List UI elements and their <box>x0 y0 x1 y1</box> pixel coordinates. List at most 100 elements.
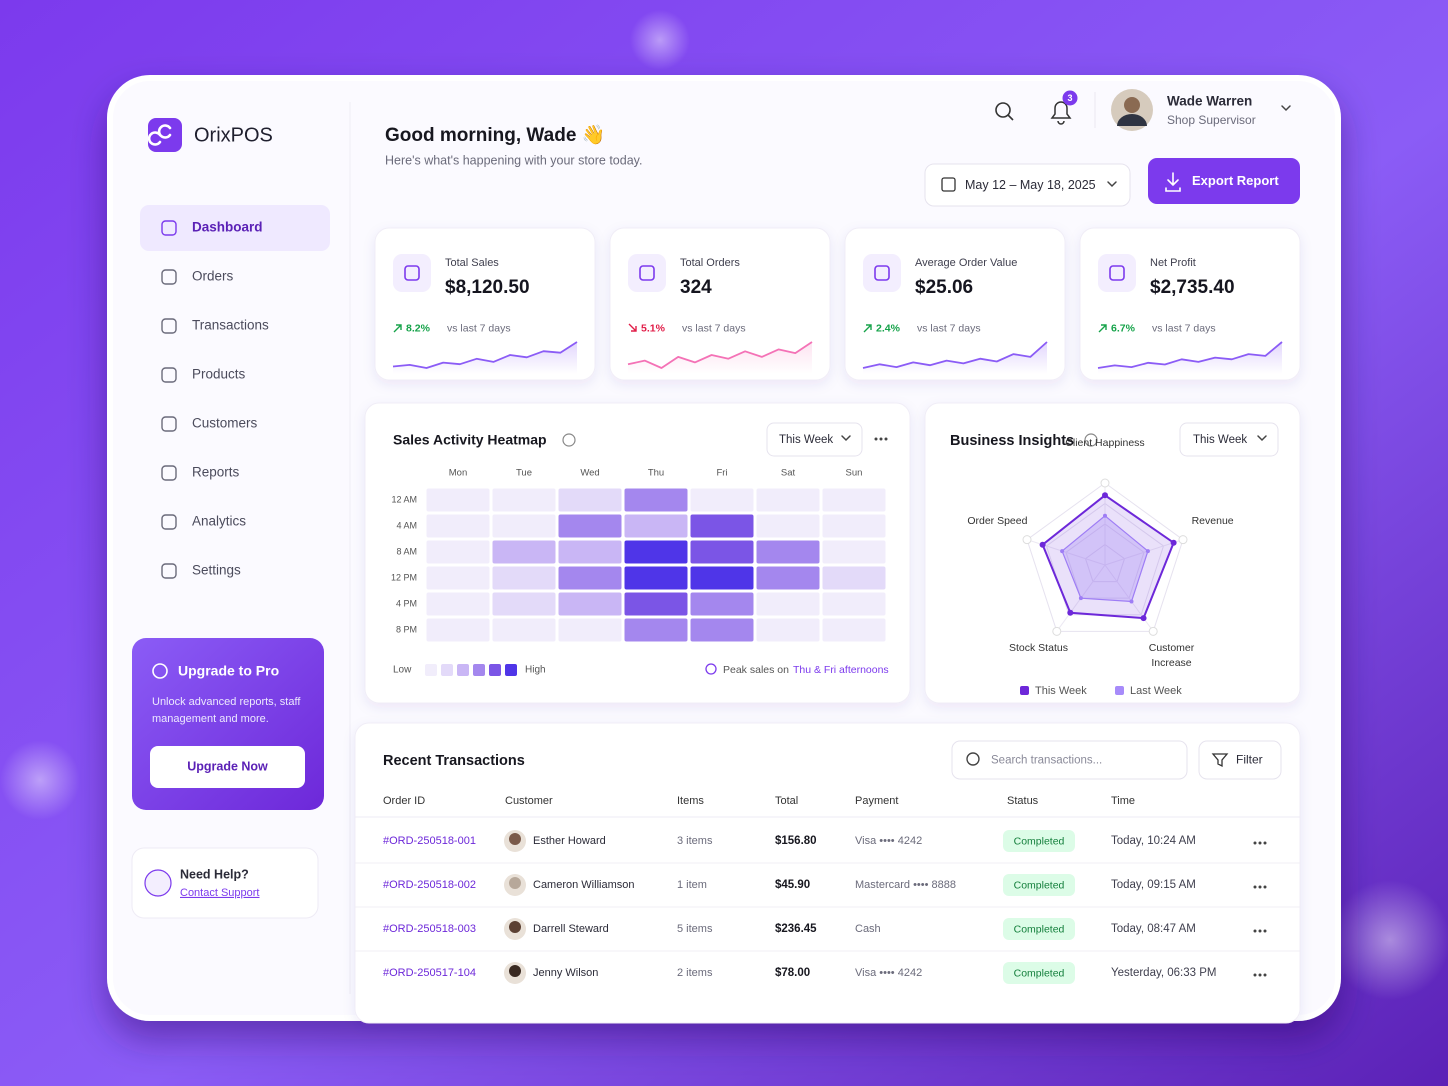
kpi-icon <box>874 265 890 281</box>
row-actions[interactable] <box>1253 973 1267 977</box>
nav-label[interactable]: Analytics <box>192 514 246 529</box>
help-link[interactable]: Contact Support <box>180 887 260 899</box>
nav-active-bg <box>140 205 330 251</box>
nav-item[interactable]: Analytics <box>161 514 246 530</box>
nav-item[interactable]: Products <box>161 367 246 383</box>
column-header: Total <box>775 795 798 807</box>
heatmap-day: Thu <box>648 468 664 479</box>
heatmap-cell <box>756 488 820 512</box>
radar-point <box>1170 539 1177 546</box>
period-dropdown[interactable] <box>1179 422 1279 457</box>
heatmap-cell <box>558 566 622 590</box>
radar-point <box>1067 609 1074 616</box>
nav-icon <box>161 416 177 432</box>
order-id[interactable]: #ORD-250518-002 <box>383 879 476 891</box>
nav-label[interactable]: Dashboard <box>192 220 263 235</box>
total: $78.00 <box>775 967 810 979</box>
radar-point <box>1102 492 1108 499</box>
sparkline-area <box>863 342 1047 374</box>
upgrade-title: Upgrade to Pro <box>178 663 279 679</box>
more-icon[interactable] <box>1258 841 1262 845</box>
nav-item[interactable]: Orders <box>161 269 234 285</box>
heatmap-cell <box>492 514 556 538</box>
trend-arrow <box>863 324 872 333</box>
heatmap-cell <box>624 566 688 590</box>
radar-axis-node <box>1148 626 1158 636</box>
column-header: Customer <box>505 795 553 807</box>
upgrade-button-label[interactable]: Upgrade Now <box>187 759 268 773</box>
more-icon[interactable] <box>1263 929 1267 933</box>
nav-label[interactable]: Settings <box>192 563 241 578</box>
nav-label[interactable]: Orders <box>192 269 234 284</box>
heatmap-cell <box>426 488 490 512</box>
column-header: Status <box>1007 795 1039 807</box>
trend-arrow <box>393 324 402 333</box>
more-icon[interactable] <box>1258 929 1262 933</box>
order-id[interactable]: #ORD-250517-104 <box>383 967 476 979</box>
column-header: Time <box>1111 795 1135 807</box>
search-icon[interactable] <box>995 102 1011 118</box>
more-icon[interactable] <box>1263 973 1267 977</box>
user-role: Shop Supervisor <box>1167 113 1256 127</box>
heatmap-cell <box>426 566 490 590</box>
export-button[interactable] <box>1148 158 1300 204</box>
heatmap-hour: 8 AM <box>396 546 417 556</box>
nav-label[interactable]: Transactions <box>192 318 269 333</box>
more-icon[interactable] <box>884 437 888 441</box>
nav-item[interactable]: Settings <box>161 563 241 579</box>
nav-label[interactable]: Products <box>192 367 246 382</box>
transaction-row: #ORD-250517-104 Jenny Wilson 2 items $78.00… <box>383 962 1267 984</box>
more-icon[interactable] <box>1253 841 1257 845</box>
more-icon[interactable] <box>1258 973 1262 977</box>
nav-item[interactable]: Dashboard <box>140 205 330 251</box>
status: Completed <box>1014 835 1065 847</box>
date-range-button[interactable] <box>924 163 1131 207</box>
customer-name: Esther Howard <box>533 835 606 847</box>
heatmap-cell <box>690 592 754 616</box>
bell-icon[interactable] <box>1050 101 1072 125</box>
status-pill <box>1003 918 1075 940</box>
period-dropdown[interactable] <box>766 422 863 457</box>
row-actions[interactable] <box>1253 885 1267 889</box>
radar-axis-label: Stock Status <box>1009 641 1068 654</box>
search-input[interactable] <box>951 740 1188 780</box>
more-icon[interactable] <box>1263 841 1267 845</box>
period-label[interactable]: This Week <box>1193 434 1247 446</box>
kpi-label: Total Orders <box>680 257 740 269</box>
nav-item[interactable]: Transactions <box>161 318 269 334</box>
order-id[interactable]: #ORD-250518-001 <box>383 835 476 847</box>
status-pill <box>1003 830 1075 852</box>
more-icon[interactable] <box>1253 973 1257 977</box>
nav-label[interactable]: Reports <box>192 465 240 480</box>
background-glow <box>0 740 80 820</box>
heatmap-cell <box>558 592 622 616</box>
upgrade-button[interactable] <box>150 746 305 788</box>
status-pill <box>1003 962 1075 984</box>
export-label[interactable]: Export Report <box>1192 173 1279 188</box>
peak-note-text: Peak sales on <box>723 664 789 676</box>
more-icon[interactable] <box>879 437 883 441</box>
nav-item[interactable]: Customers <box>161 416 258 432</box>
brand-name: OrixPOS <box>194 124 273 146</box>
nav-item[interactable]: Reports <box>161 465 240 481</box>
items: 2 items <box>677 967 713 979</box>
legend-swatch <box>441 664 453 676</box>
filter-button[interactable] <box>1198 740 1282 780</box>
more-icon[interactable] <box>874 437 878 441</box>
heatmap-cell <box>624 618 688 642</box>
period-label[interactable]: This Week <box>779 434 833 446</box>
filter-label[interactable]: Filter <box>1236 753 1263 767</box>
nav-label[interactable]: Customers <box>192 416 258 431</box>
more-icon[interactable] <box>1253 885 1257 889</box>
kpi-compare: vs last 7 days <box>917 322 981 334</box>
more-icon[interactable] <box>1263 885 1267 889</box>
transactions-card-bg <box>354 722 1301 1024</box>
row-actions[interactable] <box>1253 841 1267 845</box>
row-actions[interactable] <box>1253 929 1267 933</box>
date-range[interactable]: May 12 – May 18, 2025 <box>965 178 1096 192</box>
more-icon[interactable] <box>1258 885 1262 889</box>
kpi-card: Average Order Value $25.06 2.4% vs last 7 d… <box>844 227 1066 381</box>
order-id[interactable]: #ORD-250518-003 <box>383 923 476 935</box>
more-icon[interactable] <box>1253 929 1257 933</box>
